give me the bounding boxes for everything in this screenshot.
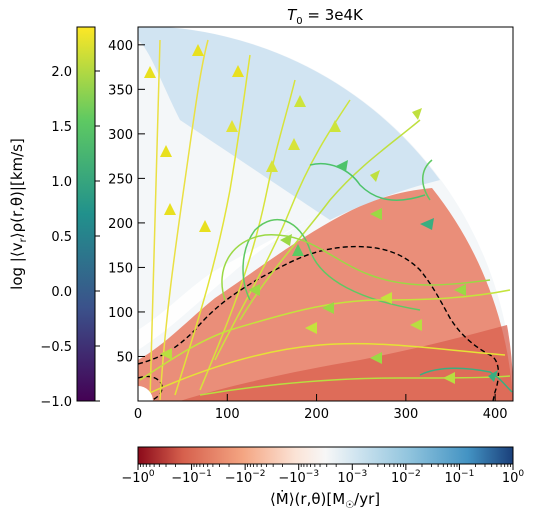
y-tick-label: 50 <box>116 350 133 365</box>
x-tick-label: 300 <box>393 407 418 422</box>
y-tick-label: 400 <box>108 39 133 54</box>
velocity-colorbar-tick-label: 1.5 <box>51 120 72 135</box>
velocity-colorbar-tick-label: −1.0 <box>40 395 72 410</box>
mdot-colorbar-tick-label: 10−2 <box>391 469 421 486</box>
y-tick-label: 200 <box>108 217 133 232</box>
velocity-colorbar: −1.0 −0.5 0.0 0.5 1.0 1.5 2.0 log |⟨vr⟩ρ(r,θ)|… <box>8 26 100 410</box>
mdot-colorbar: −100 −10−1 −10−2 −10−3 10−3 10−2 10−1 100 ⟨Ṁ⟩(r… <box>121 446 525 511</box>
y-tick-label: 150 <box>108 261 133 276</box>
x-tick-label: 0 <box>134 407 142 422</box>
plot-area: 0 100 200 300 400 50 100 150 200 250 300 350 400 <box>108 26 514 422</box>
chart-title: T0 = 3e4K <box>287 6 364 27</box>
mdot-colorbar-tick-label: −10−3 <box>278 469 319 486</box>
velocity-colorbar-tick-label: −0.5 <box>40 340 72 355</box>
x-tick-label: 200 <box>304 407 329 422</box>
velocity-colorbar-label: log |⟨vr⟩ρ(r,θ)|[km/s] <box>8 138 29 290</box>
mdot-colorbar-label: ⟨Ṁ⟩(r,θ)[M☉/yr] <box>270 489 380 511</box>
mdot-colorbar-tick-label: −10−2 <box>225 469 266 486</box>
mdot-colorbar-tick-label: 10−3 <box>337 469 367 486</box>
velocity-colorbar-tick-label: 0.0 <box>51 285 72 300</box>
mdot-colorbar-tick-label: 100 <box>502 469 525 486</box>
y-tick-label: 100 <box>108 306 133 321</box>
x-tick-label: 400 <box>483 407 508 422</box>
y-tick-label: 250 <box>108 172 133 187</box>
strong-inflow-region <box>180 325 513 401</box>
dashed-contour-inner <box>138 375 163 401</box>
y-tick-label: 300 <box>108 128 133 143</box>
velocity-colorbar-tick-label: 0.5 <box>51 230 72 245</box>
transition-region <box>138 205 335 350</box>
x-tick-label: 100 <box>215 407 240 422</box>
velocity-colorbar-tick-label: 2.0 <box>51 65 72 80</box>
mdot-colorbar-tick-label: 10−1 <box>445 469 475 486</box>
velocity-colorbar-tick-label: 1.0 <box>51 175 72 190</box>
dashed-contour <box>138 245 500 401</box>
polar-outflow-region <box>138 27 440 220</box>
mdot-colorbar-tick-label: −100 <box>121 469 154 486</box>
y-tick-label: 350 <box>108 83 133 98</box>
streamline-arrows <box>144 44 498 384</box>
mdot-colorbar-tick-label: −10−1 <box>171 469 212 486</box>
